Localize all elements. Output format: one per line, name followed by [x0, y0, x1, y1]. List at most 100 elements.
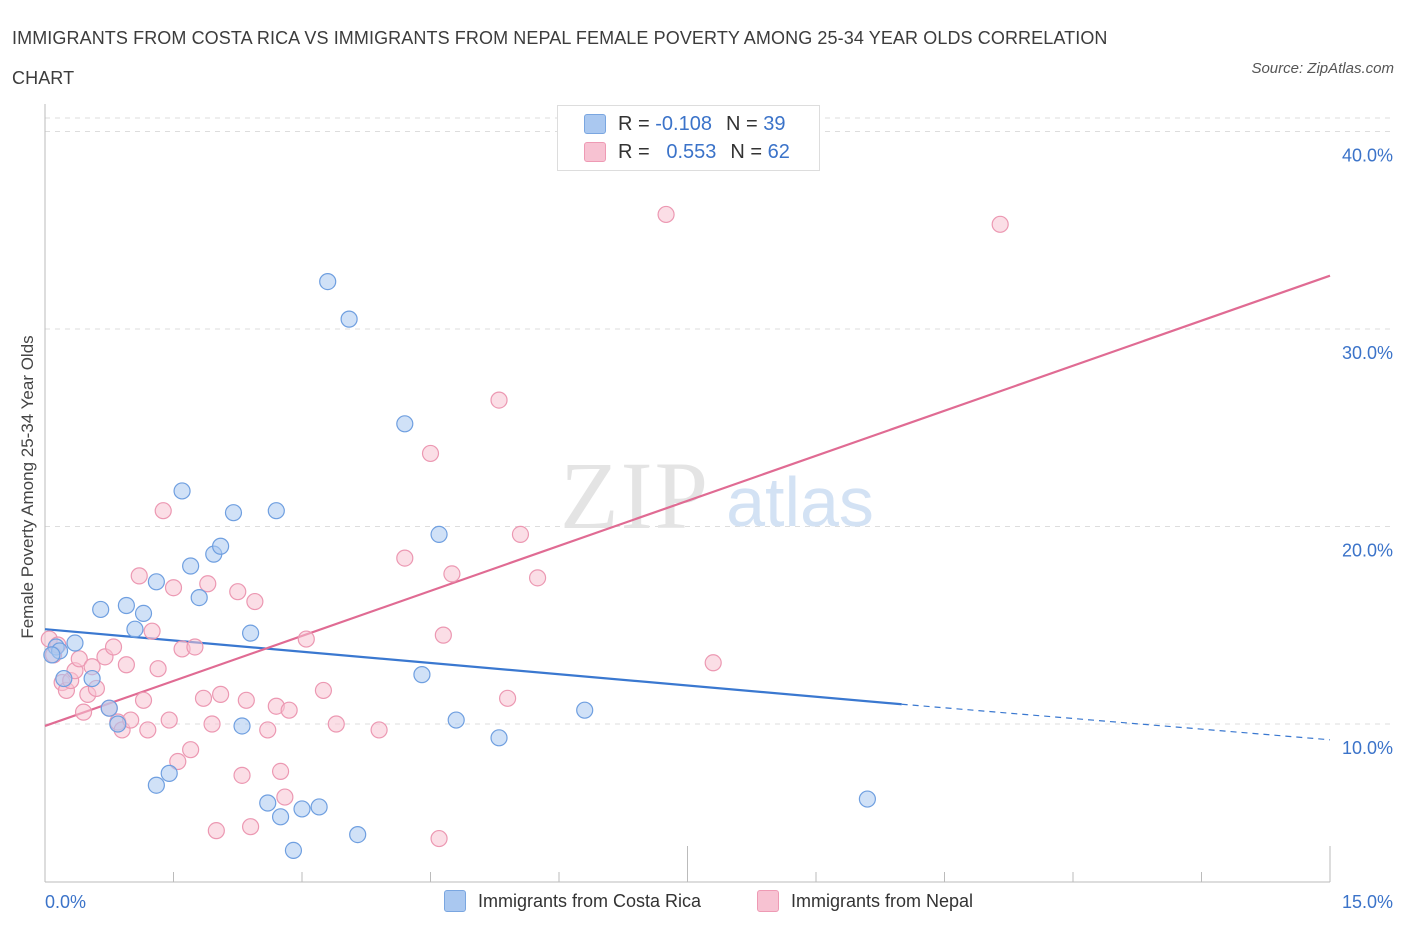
nepal-point [237, 691, 255, 709]
costa-rica-point [126, 620, 144, 638]
nepal-point [327, 715, 345, 733]
costa-rica-point [267, 502, 285, 520]
nepal-point [657, 205, 675, 224]
costa-rica-point [396, 415, 414, 433]
nepal-point [169, 752, 187, 771]
y-tick-label: 30.0% [1342, 343, 1393, 363]
costa-rica-point [117, 596, 135, 615]
nepal-point [430, 829, 448, 848]
trend-line-extension [901, 703, 1331, 741]
nepal-point [528, 569, 547, 587]
costa-rica-point [190, 588, 208, 607]
nepal-point [276, 788, 294, 806]
costa-rica-point [447, 711, 465, 729]
costa-rica-point [147, 776, 165, 794]
bottom-legend-swatch-pink [757, 890, 779, 912]
nepal-point [280, 701, 298, 719]
costa-rica-point [413, 666, 431, 684]
costa-rica-point [271, 808, 290, 826]
costa-rica-point [490, 729, 508, 747]
x-tick-label: 0.0% [45, 892, 86, 912]
costa-rica-point [109, 715, 127, 733]
chart-title: IMMIGRANTS FROM COSTA RICA VS IMMIGRANTS… [12, 28, 1108, 88]
costa-rica-point [182, 557, 200, 575]
costa-rica-point [92, 600, 110, 619]
nepal-point [271, 762, 290, 781]
nepal-point [199, 575, 217, 593]
nepal-point [991, 215, 1009, 233]
costa-rica-point [310, 798, 328, 816]
nepal-point [186, 638, 204, 656]
nepal-point [511, 525, 530, 544]
legend-row-nepal: R = 0.553 N = 62 [584, 140, 790, 164]
x-tick-label: 15.0% [1342, 892, 1393, 912]
bottom-legend-swatch-blue [444, 890, 466, 912]
costa-rica-point [259, 794, 277, 812]
legend-n-value: 62 [767, 140, 790, 163]
costa-rica-point [293, 800, 311, 818]
nepal-point [203, 715, 221, 733]
nepal-point [490, 391, 508, 409]
nepal-point [154, 502, 172, 520]
costa-rica-point [340, 310, 358, 328]
watermark: ZIP atlas [560, 442, 874, 549]
costa-rica-point [212, 537, 230, 555]
legend-n-value: 39 [763, 112, 786, 135]
nepal-point [229, 583, 247, 601]
costa-rica-point [319, 273, 337, 291]
legend-row-costa-rica: R = -0.108 N = 39 [584, 112, 785, 136]
nepal-point [297, 630, 315, 648]
nepal-point [139, 721, 157, 739]
costa-rica-point [224, 504, 243, 522]
legend-r-value: 0.553 [666, 140, 717, 163]
costa-rica-point [43, 646, 61, 664]
y-tick-label: 20.0% [1342, 541, 1393, 561]
nepal-point [182, 741, 200, 759]
nepal-point [117, 656, 135, 674]
data-points [40, 205, 1009, 860]
y-tick-label: 40.0% [1342, 146, 1393, 166]
costa-rica-point [284, 841, 303, 860]
costa-rica-point [173, 482, 191, 500]
nepal-point [70, 650, 88, 668]
bottom-legend-nepal: Immigrants from Nepal [757, 890, 973, 912]
source-label: Source: ZipAtlas.com [1251, 60, 1394, 77]
legend-r-label: R = [618, 140, 650, 163]
costa-rica-point [858, 790, 877, 808]
costa-rica-point [147, 573, 165, 591]
nepal-point [499, 689, 517, 707]
costa-rica-point [349, 825, 367, 844]
legend-swatch-blue [584, 114, 606, 134]
nepal-point [370, 721, 388, 739]
nepal-point [396, 549, 414, 567]
axes [44, 104, 1331, 883]
costa-rica-point [242, 624, 260, 642]
nepal-point [233, 766, 251, 784]
nepal-point [143, 622, 161, 640]
nepal-point [130, 567, 148, 585]
watermark-atlas: atlas [726, 463, 874, 541]
bottom-legend-costa-rica: Immigrants from Costa Rica [444, 890, 701, 912]
nepal-point [421, 444, 440, 463]
nepal-point [164, 579, 183, 597]
nepal-point [242, 818, 260, 836]
watermark-zip: ZIP [560, 442, 710, 549]
costa-rica-point [430, 525, 448, 544]
nepal-point [149, 660, 167, 678]
bottom-legend-label: Immigrants from Nepal [791, 890, 974, 911]
nepal-point [104, 638, 123, 656]
legend-swatch-pink [584, 142, 606, 162]
trend-lines [44, 274, 1331, 741]
legend-n-label: N = [725, 112, 758, 135]
tick-labels: 10.0% 20.0% 30.0% 40.0% 0.0% 15.0% [45, 146, 1393, 913]
costa-rica-point [576, 701, 594, 719]
nepal-point [134, 691, 153, 709]
nepal-point [207, 822, 225, 840]
costa-rica-point [160, 764, 178, 782]
legend-r-label: R = [618, 112, 650, 135]
nepal-point [259, 721, 277, 739]
bottom-legend-label: Immigrants from Costa Rica [478, 890, 702, 911]
legend-r-value: -0.108 [655, 112, 712, 135]
nepal-point [704, 654, 722, 672]
